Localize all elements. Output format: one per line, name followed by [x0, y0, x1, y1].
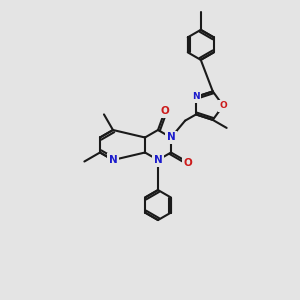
- Text: N: N: [167, 133, 176, 142]
- Text: O: O: [184, 158, 193, 167]
- Text: N: N: [109, 155, 117, 165]
- Text: O: O: [219, 101, 227, 110]
- Text: N: N: [192, 92, 200, 101]
- Text: O: O: [160, 106, 169, 116]
- Text: N: N: [154, 155, 162, 165]
